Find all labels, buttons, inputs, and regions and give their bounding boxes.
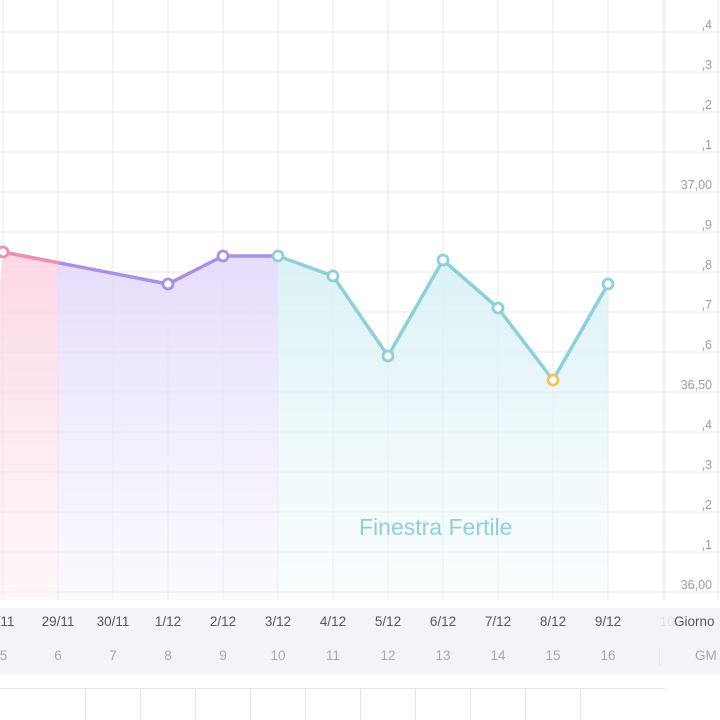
y-tick-label: ,8 — [701, 258, 712, 272]
x-cycle-day-label: 6 — [54, 648, 62, 663]
x-date-label: 30/11 — [96, 614, 130, 629]
temperature-point[interactable] — [216, 249, 230, 263]
bottom-table-cell-divider — [470, 688, 471, 720]
x-date-label: /11 — [0, 614, 15, 629]
bottom-table-cell-divider — [415, 688, 416, 720]
y-tick-label: ,2 — [701, 498, 712, 512]
y-tick-label: ,6 — [701, 338, 712, 352]
x-cycle-day-label: 7 — [109, 648, 117, 663]
temperature-point[interactable] — [271, 249, 285, 263]
y-tick-label: ,1 — [701, 138, 712, 152]
x-cycle-day-label: 9 — [219, 648, 227, 663]
date-row-label: Giorno — [674, 614, 715, 629]
bottom-table-cell-divider — [360, 688, 361, 720]
temperature-point[interactable] — [436, 253, 450, 267]
temperature-point[interactable] — [0, 245, 10, 259]
bottom-table-cell-divider — [525, 688, 526, 720]
x-cycle-day-label: 12 — [380, 648, 396, 663]
x-cycle-day-label: 13 — [435, 648, 451, 663]
x-cycle-day-label: 11 — [325, 648, 340, 663]
x-cycle-day-label: 14 — [490, 648, 506, 663]
y-tick-label: 36,00 — [680, 578, 712, 592]
x-cycle-day-label: 10 — [270, 648, 286, 663]
temperature-point[interactable] — [381, 349, 395, 363]
x-date-label: 29/11 — [41, 614, 75, 629]
bottom-table-cell-divider — [140, 688, 141, 720]
x-axis-band — [0, 608, 665, 674]
x-cycle-day-label: 16 — [600, 648, 616, 663]
day-row-label: GM — [695, 648, 717, 663]
x-date-label: 5/12 — [374, 614, 402, 629]
x-date-label: 8/12 — [539, 614, 567, 629]
y-tick-label: ,4 — [701, 18, 712, 32]
x-date-label: 6/12 — [429, 614, 457, 629]
temperature-point[interactable] — [491, 301, 505, 315]
bottom-table-cell-divider — [305, 688, 306, 720]
x-date-label: 7/12 — [484, 614, 512, 629]
phase-fills — [0, 252, 608, 600]
fertile-window-label: Finestra Fertile — [359, 514, 513, 540]
x-cycle-day-label: 15 — [545, 648, 561, 663]
y-tick-label: 36,50 — [680, 378, 712, 392]
x-axis-legend-band — [665, 608, 720, 674]
x-date-label: 4/12 — [319, 614, 347, 629]
y-tick-label: ,3 — [701, 458, 712, 472]
temperature-point[interactable] — [326, 269, 340, 283]
x-cycle-day-label: 8 — [164, 648, 172, 663]
bottom-table-cell-divider — [250, 688, 251, 720]
y-tick-label: ,4 — [701, 418, 712, 432]
bottom-table-cell-divider — [580, 688, 581, 720]
y-tick-label: ,7 — [701, 298, 712, 312]
x-date-label: 3/12 — [264, 614, 292, 629]
x-date-label: 2/12 — [209, 614, 237, 629]
row-divider — [659, 648, 660, 666]
bottom-table-border — [0, 688, 665, 689]
y-tick-label: ,2 — [701, 98, 712, 112]
temperature-point[interactable] — [161, 277, 175, 291]
data-points — [0, 245, 615, 387]
y-tick-label: 37,00 — [680, 178, 712, 192]
x-cycle-day-label: 5 — [0, 648, 8, 663]
x-date-label: 10/ — [659, 614, 679, 629]
y-tick-label: ,9 — [701, 218, 712, 232]
temperature-point[interactable] — [601, 277, 615, 291]
bottom-table-cell-divider — [195, 688, 196, 720]
bottom-table-cell-divider — [85, 688, 86, 720]
y-tick-label: ,1 — [701, 538, 712, 552]
temperature-chart[interactable] — [0, 0, 720, 600]
x-date-label: 1/12 — [154, 614, 182, 629]
temperature-point[interactable] — [546, 373, 560, 387]
x-date-label: 9/12 — [594, 614, 622, 629]
y-tick-label: ,3 — [701, 58, 712, 72]
